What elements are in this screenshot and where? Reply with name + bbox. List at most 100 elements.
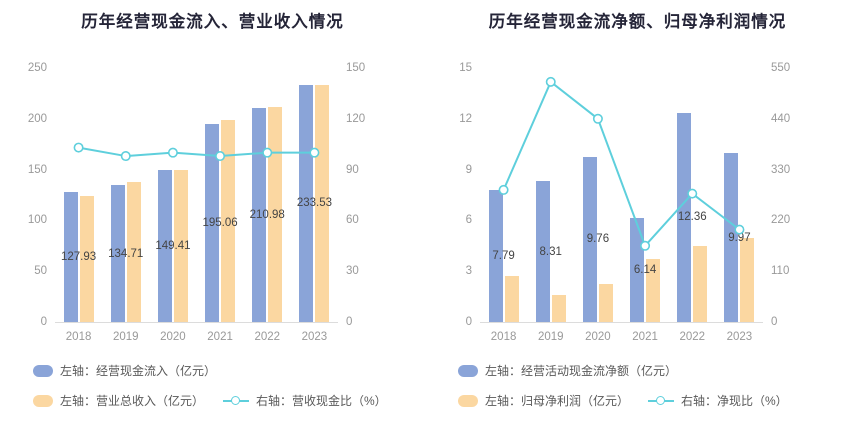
trend-line bbox=[73, 142, 320, 162]
x-axis-label: 2019 bbox=[537, 331, 564, 343]
right-axis-tick: 0 bbox=[346, 316, 353, 328]
primary-bar bbox=[63, 192, 78, 322]
plot-area: 127.93 134.71 149.41 195.06 210.98 233.53 bbox=[55, 68, 338, 323]
right-axis-tick: 330 bbox=[771, 163, 791, 176]
primary-bar bbox=[677, 112, 692, 322]
right-axis: 0 30 60 90 120 150 bbox=[346, 62, 391, 328]
legend-item: 左轴：经营现金流入（亿元） bbox=[33, 362, 223, 379]
x-axis-label: 2018 bbox=[490, 331, 517, 343]
primary-bar bbox=[157, 170, 172, 322]
legend-row: 左轴：经营现金流入（亿元） bbox=[33, 362, 421, 379]
left-axis-tick: 200 bbox=[27, 112, 47, 125]
line-swatch bbox=[223, 395, 249, 407]
secondary-bar bbox=[268, 107, 283, 322]
legend-item: 左轴：经营活动现金流净额（亿元） bbox=[458, 362, 677, 379]
line-point bbox=[309, 147, 320, 158]
trend-line bbox=[498, 76, 745, 251]
x-axis-label: 2020 bbox=[585, 331, 611, 343]
bar-value-label: 7.79 bbox=[492, 250, 515, 263]
legend-row: 左轴：经营活动现金流净额（亿元） bbox=[458, 362, 846, 379]
plot-area: 7.79 8.31 9.76 6.14 12.36 9.97 bbox=[480, 68, 763, 323]
yellow-bar-swatch bbox=[33, 394, 53, 407]
left-axis-tick: 9 bbox=[465, 163, 472, 176]
line-point bbox=[167, 147, 178, 158]
secondary-bar bbox=[504, 275, 519, 322]
x-axis-label: 2018 bbox=[65, 331, 92, 343]
x-axis-label: 2019 bbox=[112, 331, 139, 343]
secondary-bar bbox=[646, 259, 661, 322]
bar-value-label: 233.53 bbox=[296, 197, 332, 210]
left-axis-tick: 50 bbox=[34, 265, 47, 278]
secondary-bar bbox=[551, 294, 566, 322]
line-point bbox=[73, 142, 84, 153]
right-axis-tick: 220 bbox=[771, 214, 791, 227]
bar-value-label: 6.14 bbox=[633, 264, 657, 276]
legend-label: 左轴：经营活动现金流净额（亿元） bbox=[485, 364, 678, 378]
left-axis-tick: 0 bbox=[465, 316, 472, 328]
left-axis-tick: 150 bbox=[27, 163, 47, 176]
line-point bbox=[498, 184, 509, 195]
right-axis-tick: 440 bbox=[771, 112, 791, 125]
right-axis-tick: 120 bbox=[346, 112, 366, 125]
primary-bar bbox=[488, 190, 503, 322]
blue-bar-swatch bbox=[458, 364, 478, 377]
left-axis: 0 3 6 9 12 15 bbox=[425, 62, 472, 328]
secondary-bar bbox=[221, 119, 236, 322]
x-axis-label: 2022 bbox=[679, 331, 706, 343]
left-axis-tick: 3 bbox=[465, 265, 472, 278]
right-axis-tick: 150 bbox=[346, 62, 366, 74]
bar-value-label: 210.98 bbox=[249, 208, 285, 221]
chart-title: 历年经营现金流净额、归母净利润情况 bbox=[488, 13, 787, 31]
x-axis: 2018 2019 2020 2021 2022 2023 bbox=[55, 330, 338, 345]
line-point bbox=[687, 188, 698, 199]
primary-bar bbox=[582, 156, 597, 322]
blue-bar-swatch bbox=[33, 364, 53, 377]
x-axis-label: 2021 bbox=[632, 331, 658, 343]
legend-row: 左轴：归母净利润（亿元） 右轴：净现比（%） bbox=[458, 392, 846, 409]
line-point bbox=[120, 151, 131, 162]
secondary-bar bbox=[315, 84, 330, 322]
legend-item: 右轴：营收现金比（%） bbox=[223, 392, 387, 409]
right-axis-tick: 0 bbox=[771, 316, 778, 328]
right-axis-tick: 90 bbox=[346, 163, 359, 176]
primary-bar bbox=[205, 123, 220, 322]
legend-label: 右轴：净现比（%） bbox=[681, 394, 788, 408]
x-axis: 2018 2019 2020 2021 2022 2023 bbox=[480, 330, 763, 345]
line-swatch bbox=[648, 395, 674, 407]
left-axis-tick: 250 bbox=[27, 62, 47, 74]
primary-bar bbox=[110, 185, 125, 322]
line-point bbox=[262, 147, 273, 158]
left-axis-tick: 12 bbox=[459, 112, 472, 125]
secondary-bar bbox=[693, 245, 708, 322]
x-axis-label: 2020 bbox=[160, 331, 186, 343]
right-axis: 0 110 220 330 440 550 bbox=[771, 62, 816, 328]
legend-label: 右轴：营收现金比（%） bbox=[256, 394, 387, 408]
legend-item: 右轴：净现比（%） bbox=[648, 392, 788, 409]
line-swatch-dot bbox=[231, 395, 240, 405]
x-axis-label: 2021 bbox=[207, 331, 233, 343]
x-axis-label: 2022 bbox=[254, 331, 281, 343]
right-axis-tick: 60 bbox=[346, 214, 359, 227]
legend: 左轴：经营现金流入（亿元） 左轴：营业总收入（亿元） 右轴：营收现金比（%） bbox=[33, 362, 421, 422]
right-axis-tick: 550 bbox=[771, 62, 791, 74]
bar-value-label: 9.76 bbox=[586, 233, 610, 246]
bar-value-label: 127.93 bbox=[60, 251, 97, 263]
right-axis-tick: 30 bbox=[346, 265, 359, 278]
secondary-bar bbox=[740, 237, 755, 322]
bar-value-label: 12.36 bbox=[677, 211, 707, 224]
chart-title: 历年经营现金流入、营业收入情况 bbox=[81, 13, 344, 31]
line-point bbox=[640, 240, 651, 251]
secondary-bar bbox=[598, 283, 613, 322]
left-axis-tick: 6 bbox=[465, 214, 472, 227]
primary-bar bbox=[724, 153, 739, 322]
right-axis-tick: 110 bbox=[771, 265, 790, 278]
primary-bar bbox=[299, 84, 314, 322]
bar-value-label: 195.06 bbox=[202, 216, 238, 229]
line-point bbox=[592, 113, 603, 124]
line-point bbox=[734, 224, 745, 235]
bar-value-label: 134.71 bbox=[108, 247, 144, 260]
line-swatch-dot bbox=[656, 395, 665, 405]
primary-bar bbox=[252, 107, 267, 322]
bar-value-label: 9.97 bbox=[728, 231, 751, 244]
